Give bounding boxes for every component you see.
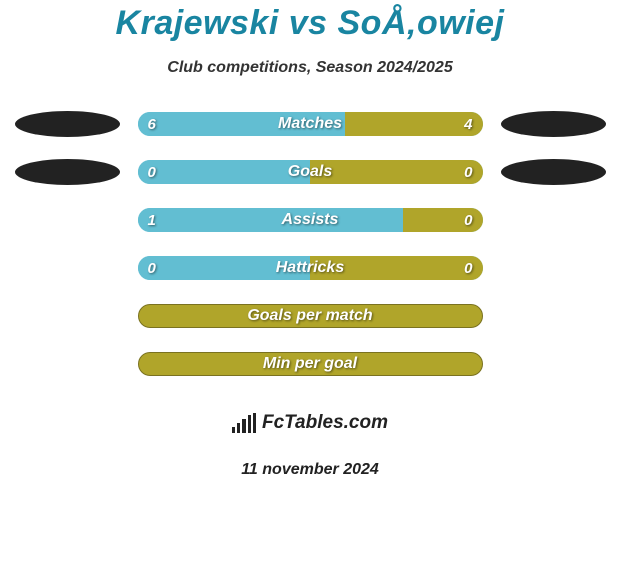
left-value: 6 (148, 116, 156, 133)
single-bar-label: Goals per match (247, 304, 372, 328)
stat-row: Matches64 (0, 111, 620, 137)
stat-row: Hattricks00 (0, 255, 620, 281)
logo-box: FcTables.com (200, 399, 420, 447)
bar-values: 64 (138, 112, 483, 136)
bars-icon (232, 413, 256, 433)
single-bar: Min per goal (138, 352, 483, 376)
date-text: 11 november 2024 (0, 461, 620, 479)
single-stat-row: Min per goal (0, 351, 620, 377)
stats-container: Matches64Goals00Assists10Hattricks00Goal… (0, 111, 620, 377)
right-ellipse (501, 111, 606, 137)
stat-row: Assists10 (0, 207, 620, 233)
right-value: 0 (464, 164, 472, 181)
stat-bar: Hattricks00 (138, 256, 483, 280)
stat-bar: Goals00 (138, 160, 483, 184)
right-value: 0 (464, 260, 472, 277)
left-value: 0 (148, 164, 156, 181)
single-bar: Goals per match (138, 304, 483, 328)
page-title: Krajewski vs SoÅ‚owiej (0, 0, 620, 43)
left-ellipse (15, 111, 120, 137)
bar-values: 10 (138, 208, 483, 232)
right-value: 0 (464, 212, 472, 229)
stat-bar: Assists10 (138, 208, 483, 232)
bar-values: 00 (138, 160, 483, 184)
left-value: 0 (148, 260, 156, 277)
stat-bar: Matches64 (138, 112, 483, 136)
single-bar-label: Min per goal (263, 352, 357, 376)
left-value: 1 (148, 212, 156, 229)
stat-row: Goals00 (0, 159, 620, 185)
left-ellipse (15, 159, 120, 185)
bar-values: 00 (138, 256, 483, 280)
right-value: 4 (464, 116, 472, 133)
single-stat-row: Goals per match (0, 303, 620, 329)
subtitle: Club competitions, Season 2024/2025 (0, 59, 620, 77)
right-ellipse (501, 159, 606, 185)
logo-text: FcTables.com (262, 412, 388, 434)
